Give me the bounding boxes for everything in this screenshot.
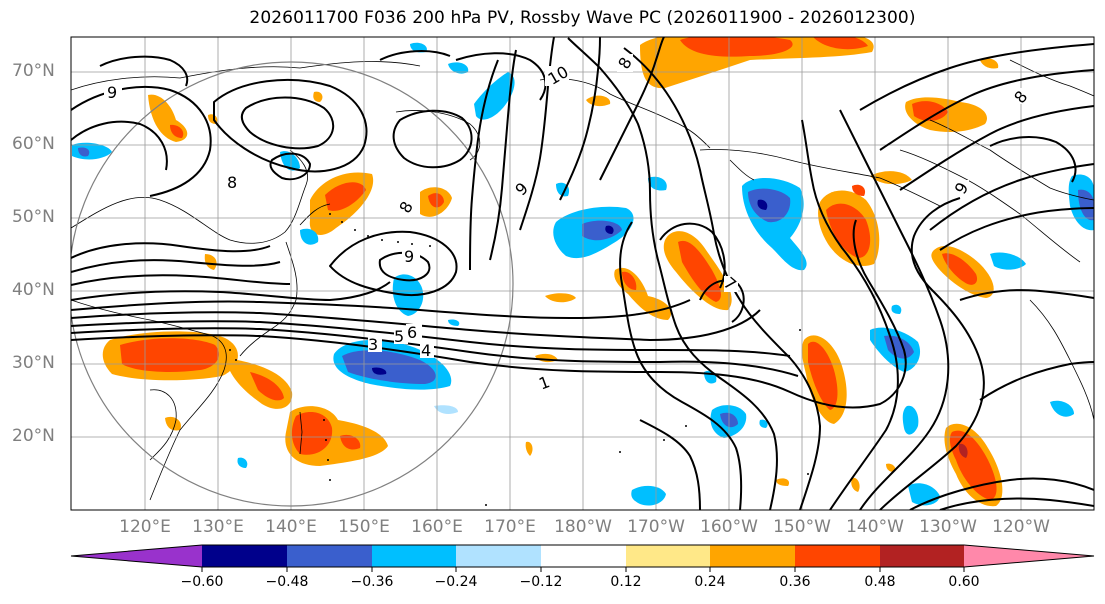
island-chains [229,213,809,506]
lon-label: 150°W [773,517,831,537]
lat-label: 50°N [12,207,55,227]
colorbar-tick-label: −0.24 [434,574,478,590]
lat-label: 20°N [12,426,55,446]
lon-label: 140°W [846,517,904,537]
lon-label: 160°W [700,517,758,537]
colorbar-tick-label: 0.60 [948,574,980,590]
colorbar-swatch [372,545,456,567]
negative-anomalies [72,42,1094,506]
colorbar-tick-label: 0.48 [864,574,896,590]
colorbar-swatch [541,545,626,567]
colorbar-tick-label: −0.12 [519,574,563,590]
colorbar-max-extend [964,545,1094,567]
colorbar [70,544,1095,572]
contour-label: 9 [404,247,414,266]
colorbar-swatch [880,545,964,567]
lon-label: 150°E [338,517,390,537]
lon-label: 130°E [192,517,244,537]
lon-label: 120°E [119,517,171,537]
colorbar-tick-label: −0.60 [180,574,224,590]
lon-label: 140°E [265,517,317,537]
colorbar-tick-label: 0.36 [779,574,811,590]
contour-label: 9 [107,83,117,102]
colorbar-tick-label: 0.12 [610,574,642,590]
lon-label: 160°E [411,517,463,537]
lat-label: 30°N [12,353,55,373]
colorbar-swatch [795,545,880,567]
lon-label: 180°W [554,517,612,537]
colorbar-tick-label: −0.48 [265,574,309,590]
contour-label: 3 [368,335,378,354]
colorbar-swatch [456,545,541,567]
lon-label: 130°W [919,517,977,537]
colorbar-min-extend [71,545,202,567]
radius-circle [71,61,514,507]
lon-label: 170°W [627,517,685,537]
lat-label: 40°N [12,280,55,300]
colorbar-swatch [626,545,710,567]
contour-label: 4 [421,341,431,360]
map-frame [70,36,1095,511]
lat-label: 70°N [12,61,55,81]
lon-label: 170°E [484,517,536,537]
gridlines [71,37,1094,510]
lon-label: 120°W [992,517,1050,537]
contour-label: 6 [407,323,417,342]
colorbar-swatch [287,545,372,567]
colorbar-swatch [202,545,287,567]
map-title: 2026011700 F036 200 hPa PV, Rossby Wave … [249,8,916,28]
contour-label: 5 [394,327,404,346]
contour-labels: 9 8 10 8 9 9 8 8 9 6 5 4 3 1 [104,54,1031,393]
colorbar-tick-label: −0.36 [350,574,394,590]
colorbar-swatch [710,545,795,567]
positive-anomalies [102,37,1003,507]
lat-label: 60°N [12,134,55,154]
contour-label: 8 [227,173,237,192]
colorbar-tick-label: 0.24 [694,574,726,590]
